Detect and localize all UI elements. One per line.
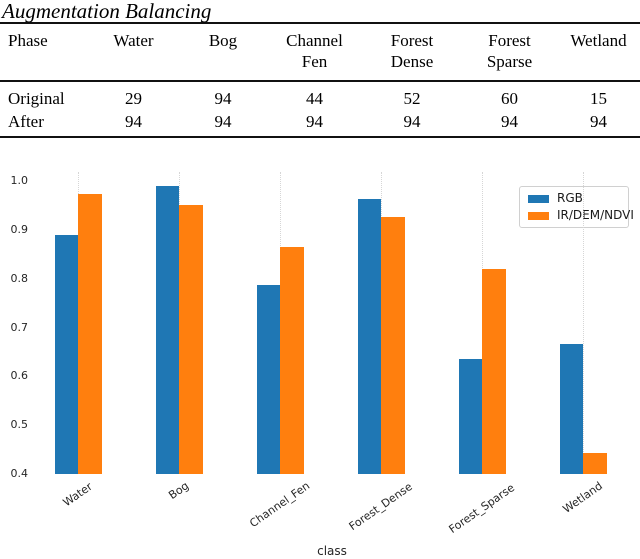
table-cell: 94: [306, 111, 323, 131]
bar-ir-dem-ndvi-forest-dense: [381, 217, 405, 474]
table-cell: 94: [125, 111, 142, 131]
legend-item-rgb: RGB: [528, 192, 620, 205]
gridline: [582, 172, 584, 474]
table-header-cell: Channel Fen: [286, 31, 343, 71]
legend-label: RGB: [557, 191, 583, 205]
table-title: Augmentation Balancing: [2, 0, 212, 23]
x-tick-label: Forest_Sparse: [446, 481, 517, 536]
bar-ir-dem-ndvi-bog: [179, 205, 203, 474]
table-header-phase: Phase: [8, 31, 48, 50]
table-cell: 29: [125, 88, 142, 108]
bar-ir-dem-ndvi-wetland: [583, 452, 607, 474]
table-header-cell: Water: [113, 31, 154, 50]
x-tick-label: Wetland: [560, 479, 605, 517]
table-cell: 94: [501, 111, 518, 131]
x-tick-label: Channel_Fen: [247, 479, 313, 531]
table-header-row: Phase Water Bog Channel Fen Forest Dense Fores…: [0, 24, 640, 80]
table-cell-phase: Original: [8, 88, 65, 108]
bar-rgb-water: [54, 234, 78, 474]
table-cell: 60: [501, 88, 518, 108]
bar-rgb-bog: [155, 185, 179, 474]
legend-item-ir-dem-ndvi: IR/DEM/NDVI: [528, 209, 634, 222]
bar-rgb-channel-fen: [256, 285, 280, 474]
y-tick-label: 1.0: [10, 174, 29, 187]
legend-label: IR/DEM/NDVI: [557, 208, 634, 222]
table-top-rule: [0, 22, 640, 24]
table-header-cell: Forest Sparse: [486, 31, 533, 71]
y-tick-label: 0.8: [10, 271, 29, 285]
y-tick-label: 0.7: [10, 320, 29, 334]
table-header-cell: Wetland: [570, 31, 627, 50]
table-cell: 52: [403, 88, 421, 108]
x-tick-label: Water: [60, 479, 95, 509]
bar-ir-dem-ndvi-forest-sparse: [482, 269, 506, 474]
y-tick-label: 0.9: [10, 222, 29, 236]
table-bottom-rule: [0, 135, 640, 138]
table-cell: 94: [403, 111, 421, 131]
y-tick-label: 0.4: [10, 467, 29, 480]
table-header-cell: Bog: [208, 31, 238, 50]
classwise-accuracy-chart: RGB IR/DEM/NDVI class 1.0 0.9 0.8 0.7 0.6 0.5 0…: [0, 150, 640, 559]
x-tick-label: Bog: [166, 479, 192, 503]
x-axis-label: class: [317, 544, 347, 558]
y-tick-label: 0.5: [10, 418, 29, 432]
bar-ir-dem-ndvi-channel-fen: [280, 247, 304, 474]
table-cell: 94: [214, 88, 232, 108]
bar-rgb-forest-sparse: [458, 358, 482, 474]
table-cell: 94: [590, 111, 607, 131]
chart-legend: RGB IR/DEM/NDVI: [519, 186, 634, 228]
augmentation-table: Augmentation Balancing Phase Water Bog Cha…: [0, 0, 640, 138]
table-cell-phase: After: [8, 111, 44, 131]
x-tick-label: Forest_Dense: [346, 480, 415, 534]
table-cell: 94: [214, 111, 232, 131]
y-tick-label: 0.6: [10, 369, 29, 383]
table-row: After 94 94 94 94 94 94: [0, 110, 640, 133]
bar-ir-dem-ndvi-water: [78, 194, 102, 474]
table-body: Original 29 94 44 52 60 15 After 94 94 94 94 94 94: [0, 82, 640, 136]
legend-color-swatch: [528, 194, 549, 203]
legend-color-swatch: [528, 211, 549, 220]
bar-rgb-wetland: [559, 344, 583, 474]
table-header-cell: Forest Dense: [390, 31, 434, 71]
bar-rgb-forest-dense: [357, 199, 381, 474]
table-row: Original 29 94 44 52 60 15: [0, 87, 640, 110]
table-cell: 44: [306, 88, 323, 108]
table-cell: 15: [590, 88, 607, 108]
table-mid-rule: [0, 80, 640, 82]
